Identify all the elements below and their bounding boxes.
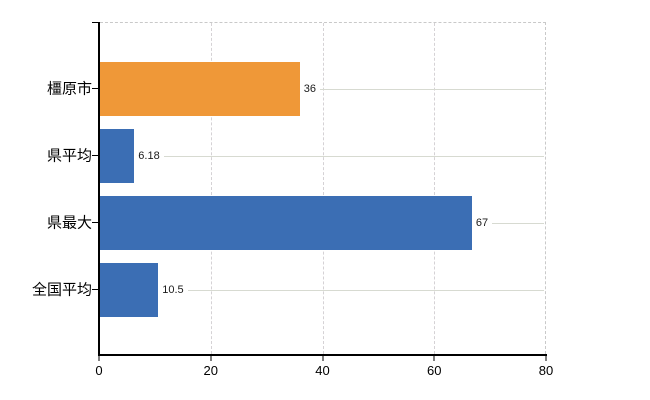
x-tick-label: 40 (315, 363, 330, 378)
y-axis-line (98, 22, 100, 354)
value-label: 36 (303, 82, 317, 95)
x-tick (545, 356, 547, 361)
y-tick (92, 88, 98, 89)
grid-line (322, 23, 324, 354)
category-label: 全国平均 (31, 281, 92, 299)
x-tick (98, 356, 100, 361)
y-tick (92, 155, 98, 156)
bar-row: 10.5 (100, 263, 544, 317)
x-tick-label: 20 (203, 363, 218, 378)
leader-line (492, 222, 544, 224)
y-tick (92, 222, 98, 223)
y-axis-top-tick (92, 22, 98, 23)
value-label: 67 (475, 216, 489, 229)
x-tick-label: 80 (538, 363, 554, 378)
x-tick-label: 60 (427, 363, 442, 378)
plot-area: 36 6.18 67 10.5 (100, 22, 546, 354)
bar-row: 6.18 (100, 129, 544, 183)
leader-line (187, 289, 544, 291)
bar-row: 36 (100, 62, 544, 116)
category-label: 橿原市 (46, 80, 92, 98)
bar-2 (100, 129, 135, 183)
y-tick (92, 289, 98, 290)
grid-line (433, 23, 435, 354)
leader-line (163, 155, 544, 157)
x-tick (210, 356, 212, 361)
x-tick (433, 356, 435, 361)
x-ticks-layer: 0 20 40 60 80 (95, 356, 553, 386)
bar-1 (100, 62, 300, 116)
bar-3 (100, 196, 472, 250)
bar-row: 67 (100, 196, 544, 250)
x-tick-label: 0 (95, 363, 103, 378)
category-label: 県最大 (46, 214, 92, 232)
category-label: 県平均 (46, 147, 92, 165)
x-axis-line (98, 354, 547, 356)
value-label: 10.5 (162, 283, 184, 296)
x-tick (322, 356, 323, 361)
value-label: 6.18 (138, 149, 160, 162)
grid-line (211, 23, 213, 354)
bar-4 (100, 263, 159, 317)
leader-line (320, 88, 544, 90)
